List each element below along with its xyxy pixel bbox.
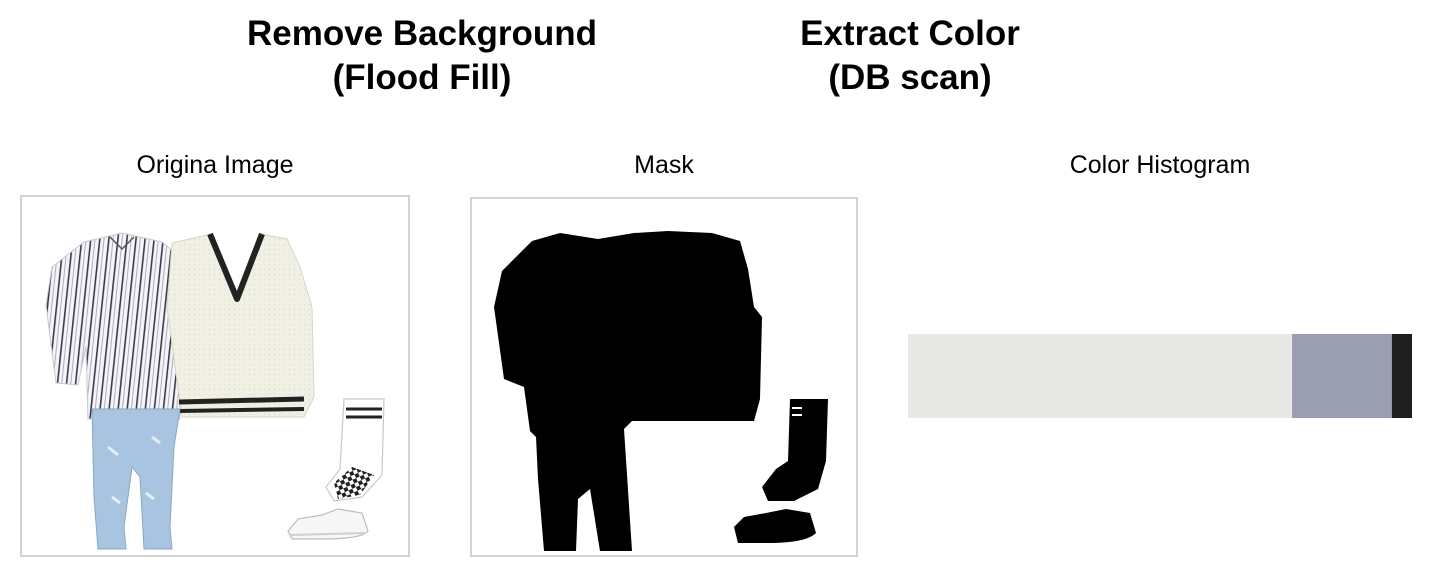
mask-caption: Mask	[634, 151, 694, 179]
extract-color-heading: Extract Color (DB scan)	[760, 12, 1060, 100]
original-image-caption: Origina Image	[136, 151, 294, 179]
color-histogram	[908, 334, 1412, 418]
histogram-segment-3	[1391, 334, 1412, 418]
light-jeans	[91, 408, 181, 550]
white-sneaker	[287, 508, 369, 540]
extract-color-method: (DB scan)	[828, 58, 992, 97]
white-sock	[325, 398, 385, 502]
original-image-frame	[20, 195, 410, 557]
original-outfit-image	[45, 232, 385, 550]
extract-color-title: Extract Color	[800, 14, 1020, 53]
remove-background-method: (Flood Fill)	[332, 58, 512, 97]
striped-shirt	[45, 232, 181, 420]
knit-vest	[166, 232, 315, 418]
remove-background-heading: Remove Background (Flood Fill)	[222, 12, 622, 100]
binary-mask-image	[494, 231, 828, 551]
mask-image-frame	[470, 197, 858, 557]
color-histogram-caption: Color Histogram	[1069, 151, 1251, 179]
color-histogram-bar	[908, 334, 1412, 418]
histogram-segment-1	[908, 334, 1293, 418]
mask-silhouette	[494, 231, 828, 551]
remove-background-title: Remove Background	[246, 14, 598, 53]
mask-sock-stripes	[792, 407, 802, 416]
histogram-segment-2	[1292, 334, 1392, 418]
